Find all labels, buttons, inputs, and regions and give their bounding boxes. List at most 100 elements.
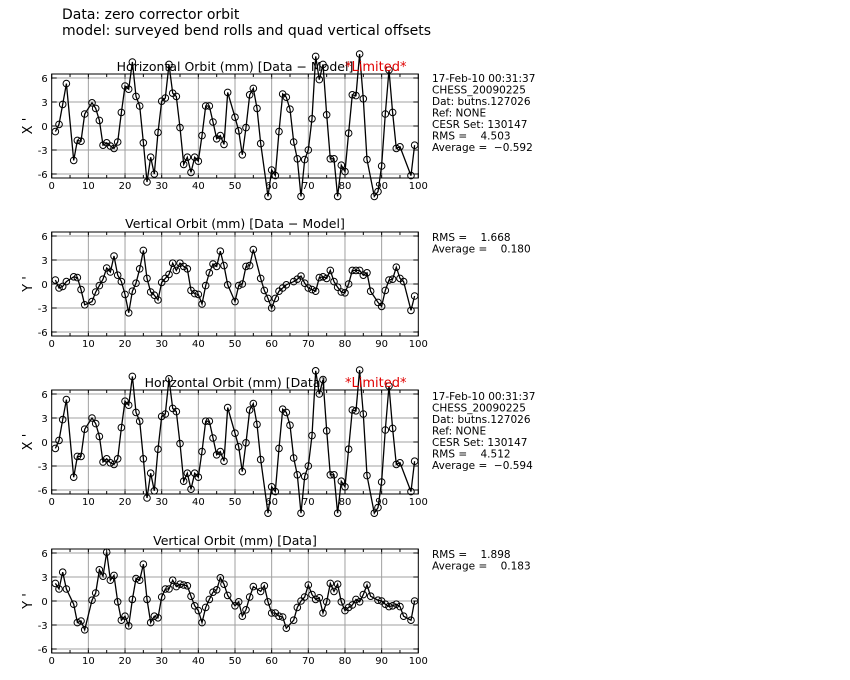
data-point (348, 601, 357, 609)
data-point (135, 576, 144, 585)
plot-4: 0 10 20 30 40 50 60 70 80 90 100 -6 -3 0 3 6 Y ' Vertical… (21, 533, 531, 667)
plot-title: Horizontal Orbit (mm) [Data − Model] (117, 59, 354, 74)
data-point (55, 120, 63, 129)
data-point (58, 568, 67, 577)
y-tick-label: -6 (38, 170, 48, 181)
x-tick-label: 10 (82, 181, 95, 192)
data-point (245, 406, 254, 414)
data-point (330, 587, 338, 596)
x-tick-label: 30 (155, 656, 168, 667)
data-point (300, 279, 309, 288)
data-point (238, 280, 247, 288)
data-point (135, 417, 144, 426)
data-point (271, 171, 280, 180)
data-point (238, 612, 247, 621)
data-point (179, 477, 188, 486)
data-point (359, 410, 368, 418)
info-line: Ref: NONE (432, 108, 486, 120)
y-tick-label: 6 (41, 390, 47, 401)
data-point (165, 375, 173, 383)
data-point (407, 616, 415, 625)
y-tick-label: -6 (38, 486, 48, 497)
data-point (220, 457, 228, 466)
data-point (88, 414, 96, 422)
data-point (267, 483, 276, 491)
data-point (249, 582, 258, 591)
data-point (289, 616, 298, 625)
info-line: 17-Feb-10 00:31:37 (432, 391, 535, 403)
data-point (154, 296, 162, 304)
data-point (319, 273, 327, 281)
x-tick-label: 40 (192, 339, 205, 350)
data-point (187, 592, 195, 601)
data-point (297, 509, 305, 518)
x-tick-label: 60 (265, 339, 278, 350)
data-point (179, 160, 188, 169)
x-tick-label: 70 (302, 339, 315, 350)
data-point (352, 91, 360, 100)
data-point (183, 265, 192, 273)
data-point (55, 436, 63, 445)
data-point (330, 155, 338, 163)
series-line (54, 369, 416, 515)
info-line: Average = 0.180 (432, 244, 531, 256)
y-tick-label: -6 (38, 328, 48, 339)
x-tick-label: 50 (229, 497, 242, 508)
data-point (377, 478, 386, 486)
data-point (198, 300, 206, 308)
data-point (205, 595, 214, 604)
data-point (117, 423, 126, 432)
data-point (110, 460, 118, 469)
x-tick-label: 20 (119, 497, 132, 508)
data-point (359, 590, 368, 599)
info-line: CHESS_20090225 (432, 85, 526, 97)
data-point (88, 297, 96, 306)
data-point (242, 439, 250, 447)
data-point (256, 274, 265, 283)
data-point (319, 60, 327, 69)
data-point (363, 155, 371, 164)
data-point (385, 276, 393, 284)
data-point (319, 609, 327, 617)
limited-flag: *Limited* (345, 60, 407, 75)
y-tick-label: -3 (38, 146, 48, 157)
data-point (366, 592, 375, 601)
data-point (99, 572, 107, 581)
data-point (385, 382, 393, 390)
data-point (88, 99, 96, 107)
info-line: 17-Feb-10 00:31:37 (432, 73, 535, 85)
data-point (341, 483, 349, 491)
data-point (216, 247, 225, 255)
data-point (260, 582, 269, 590)
data-point (143, 494, 151, 502)
x-tick-label: 80 (339, 497, 352, 508)
data-point (344, 445, 353, 454)
info-line: Average = −0.594 (432, 460, 533, 472)
series-line (54, 53, 416, 198)
x-tick-label: 70 (302, 497, 315, 508)
data-point (157, 593, 166, 601)
data-point (73, 452, 82, 461)
data-point (143, 274, 151, 283)
x-tick-label: 10 (82, 656, 95, 667)
data-point (333, 580, 342, 589)
info-line: Dat: butns.127026 (432, 96, 531, 108)
data-point (341, 289, 349, 297)
y-axis-label: X ' (21, 434, 36, 451)
data-point (95, 116, 104, 125)
data-point (392, 144, 401, 153)
data-point (187, 485, 195, 494)
data-point (337, 161, 346, 169)
data-point (55, 585, 63, 593)
data-point (242, 606, 250, 614)
y-tick-label: 0 (41, 438, 47, 449)
data-point (77, 452, 85, 461)
data-point (161, 410, 170, 418)
plot-frame (51, 389, 419, 495)
data-point (297, 192, 305, 201)
info-line: Dat: butns.127026 (432, 414, 531, 426)
data-point (58, 100, 67, 109)
data-point (165, 270, 173, 279)
data-point (311, 287, 320, 296)
